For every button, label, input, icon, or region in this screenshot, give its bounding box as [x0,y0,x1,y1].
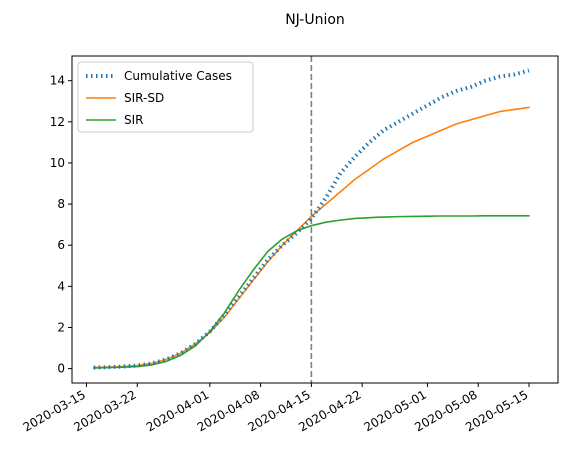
y-tick-label: 14 [50,74,65,88]
series-line-sir-sd [92,106,530,369]
y-tick-label: 10 [50,156,65,170]
legend-label: SIR [124,113,144,127]
y-tick-label: 6 [57,238,65,252]
y-tick-label: 4 [57,279,65,293]
chart-title: NJ-Union [285,12,345,28]
plot-layer [92,56,530,383]
legend-label: SIR-SD [124,91,164,105]
y-axis: 0 2 4 6 8 10 12 14 [50,74,72,376]
series-line-sir [92,215,530,369]
y-tick-label: 0 [57,362,65,376]
legend-box [77,61,254,133]
y-tick-label: 8 [57,197,65,211]
plot-frame [71,55,559,384]
legend: Cumulative Cases SIR-SD SIR [77,61,254,133]
y-tick-label: 12 [50,115,65,129]
legend-label: Cumulative Cases [124,69,232,83]
series-line-cumulative-cases [93,68,530,370]
y-tick-label: 2 [57,320,65,334]
